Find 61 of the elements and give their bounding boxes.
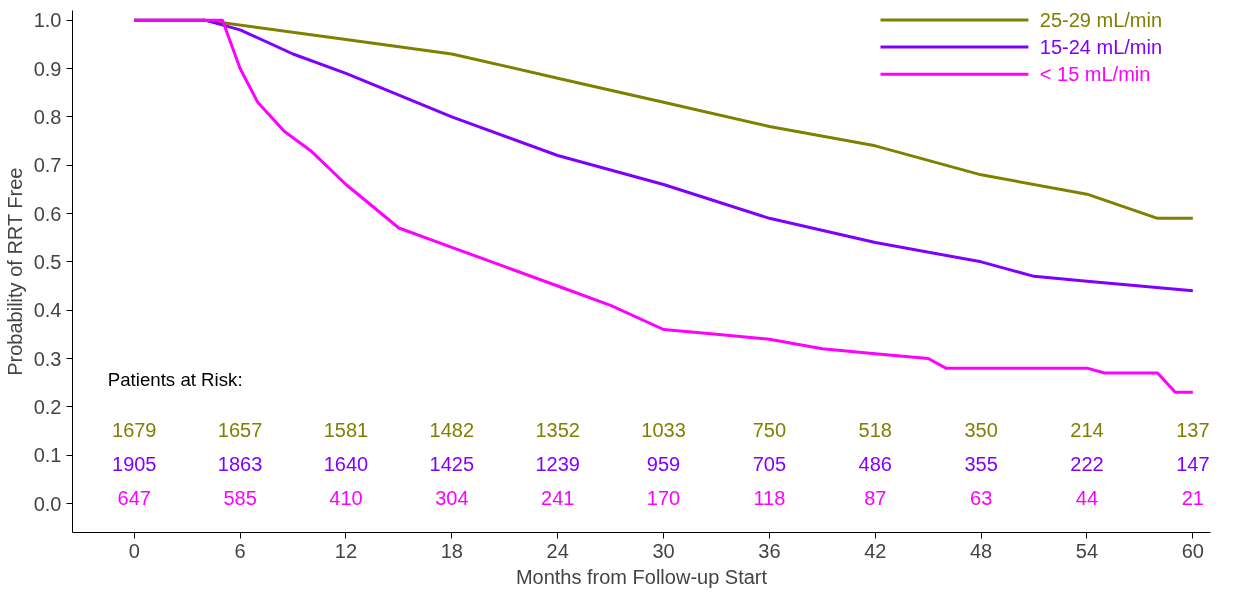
annotation: 518: [858, 418, 892, 441]
y-tick-label: 0.8: [33, 105, 62, 128]
annotation: 214: [1070, 418, 1104, 441]
annotation: 170: [646, 486, 681, 509]
x-tick-label: 24: [546, 539, 569, 562]
annotation: 1640: [323, 452, 369, 475]
annotation: 350: [964, 418, 998, 441]
annotation: 44: [1075, 486, 1099, 509]
text: < 15 mL/min: [1039, 63, 1151, 86]
annotation: 1425: [429, 452, 475, 475]
annotation: 1239: [535, 452, 580, 475]
annotation: 147: [1176, 452, 1210, 475]
x-tick-label: 6: [234, 539, 246, 562]
annotation: 137: [1176, 418, 1210, 441]
x-tick-label: 12: [334, 539, 358, 562]
annotation: 750: [752, 418, 787, 441]
annotation: 304: [435, 486, 469, 509]
annotation: 1679: [112, 418, 157, 441]
annotation: 1863: [217, 452, 263, 475]
text: 25-29 mL/min: [1039, 8, 1163, 31]
x-tick-label: 18: [440, 539, 463, 562]
annotation: 241: [541, 486, 575, 509]
y-tick-label: 0.0: [33, 492, 62, 515]
x-tick-label: 60: [1181, 539, 1204, 562]
y-tick-label: 0.7: [33, 154, 62, 177]
x-tick-label: 36: [758, 539, 781, 562]
annotation: 1482: [429, 418, 475, 441]
annotation: 1352: [535, 418, 580, 441]
annotation: 486: [858, 452, 892, 475]
annotation: 1905: [112, 452, 157, 475]
x-tick-label: 48: [970, 539, 993, 562]
annotation: 959: [646, 452, 681, 475]
annotation: 585: [223, 486, 257, 509]
annotation: 1657: [217, 418, 263, 441]
annotation: 87: [864, 486, 887, 509]
y-tick-label: 0.2: [33, 395, 62, 418]
annotation: Patients at Risk:: [107, 369, 243, 390]
x-tick-label: 0: [128, 539, 140, 562]
y-tick-label: 0.9: [33, 57, 62, 80]
annotation: 1033: [641, 418, 686, 441]
annotation: 410: [329, 486, 363, 509]
annotation: 705: [752, 452, 787, 475]
x-tick-label: 30: [652, 539, 675, 562]
x-tick-label: 54: [1075, 539, 1099, 562]
y-tick-label: 0.1: [33, 444, 62, 467]
y-tick-label: 1.0: [33, 9, 62, 32]
annotation: 118: [753, 486, 786, 509]
annotation: 355: [964, 452, 998, 475]
x-axis-title: Months from Follow-up Start: [515, 565, 768, 588]
x-tick-label: 42: [864, 539, 887, 562]
annotation: 21: [1181, 486, 1204, 509]
annotation: 1581: [323, 418, 369, 441]
y-tick-label: 0.6: [33, 202, 62, 225]
annotation: 647: [117, 486, 151, 509]
annotation: 222: [1070, 452, 1104, 475]
y-axis-title: Probability of RRT Free: [3, 167, 26, 376]
y-tick-label: 0.5: [33, 250, 62, 273]
annotation: 63: [970, 486, 993, 509]
y-tick-label: 0.3: [33, 347, 62, 370]
y-tick-label: 0.4: [33, 299, 62, 322]
text: 15-24 mL/min: [1039, 36, 1163, 59]
